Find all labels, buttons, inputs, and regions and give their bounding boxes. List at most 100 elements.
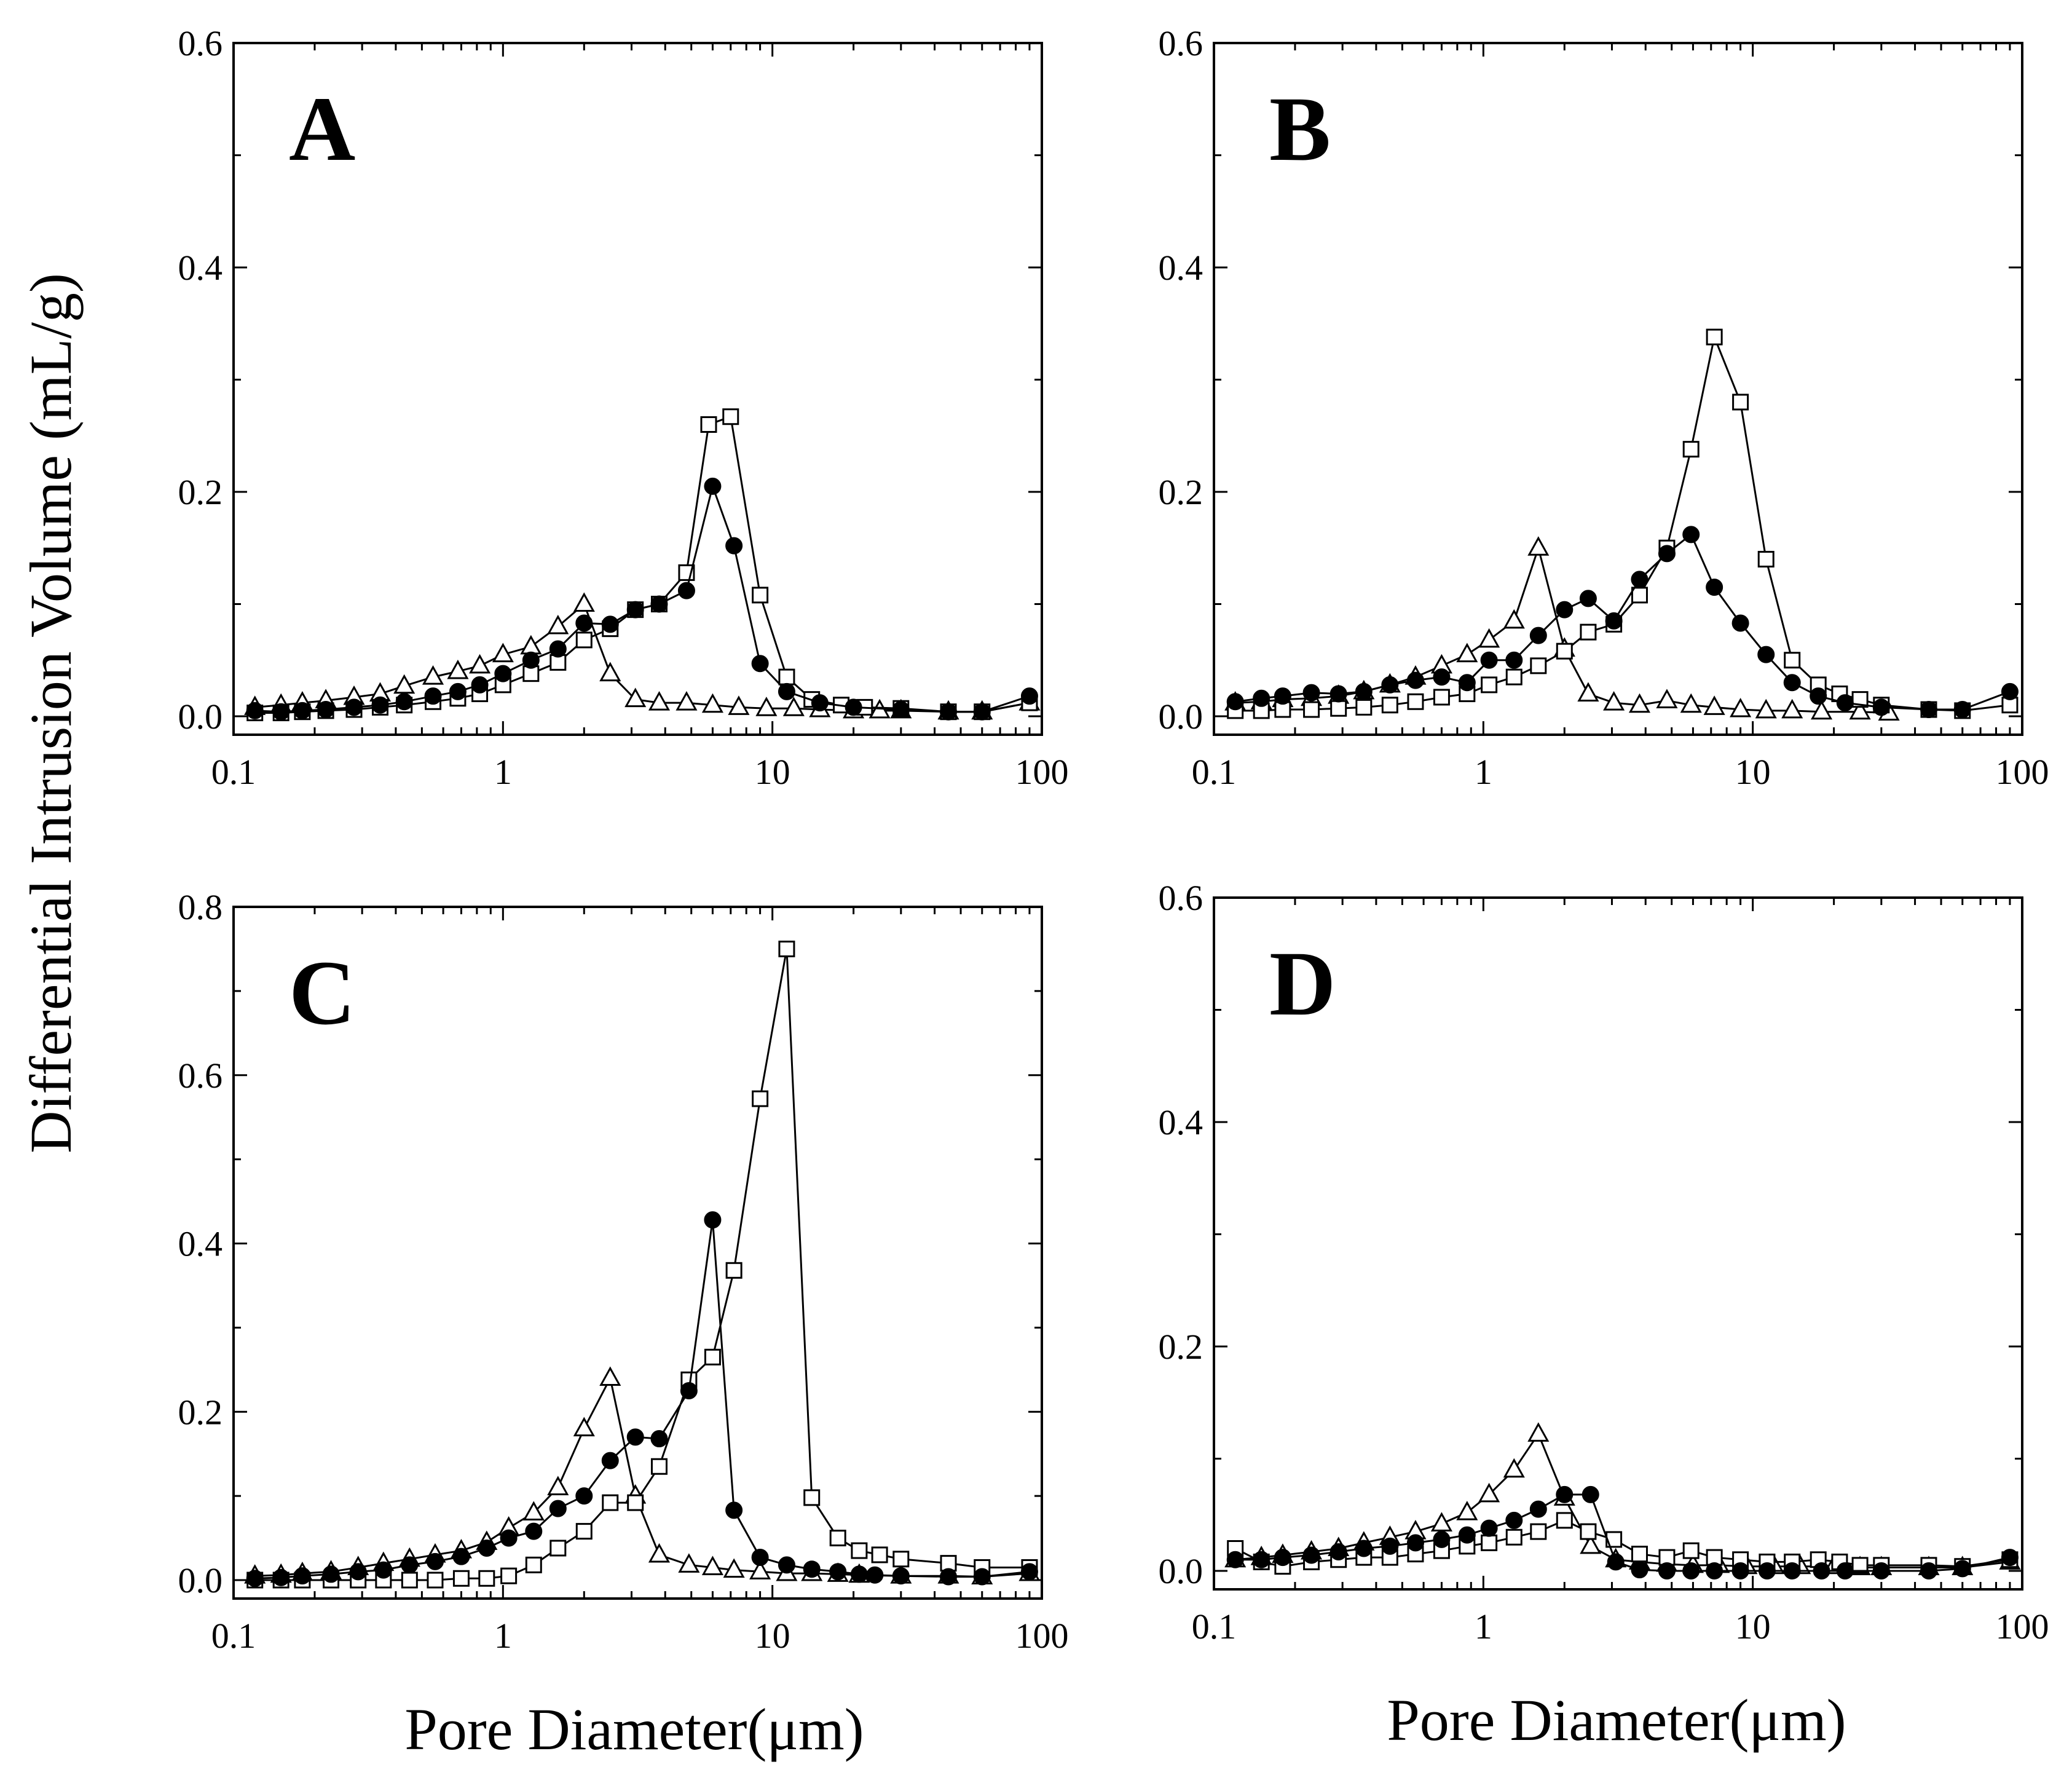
x-tick-label: 100: [1996, 1607, 2049, 1647]
data-point: [939, 703, 957, 721]
x-tick-label: 100: [1996, 752, 2049, 792]
data-point: [1226, 693, 1244, 711]
data-point: [778, 940, 795, 957]
data-point: [1406, 671, 1424, 689]
data-point: [573, 592, 595, 612]
data-point: [1556, 642, 1573, 660]
data-point: [1456, 642, 1478, 663]
x-tick-label: 1: [494, 752, 512, 792]
data-point: [1527, 536, 1550, 556]
series-circle-filled: [246, 477, 1038, 721]
data-point: [723, 1558, 745, 1578]
y-tick-label: 0.4: [1159, 248, 1203, 288]
data-point: [525, 1522, 543, 1540]
panel-c: 0.1 1 10 100 0.0 0.2 0.4 0.6 0.8 C: [178, 887, 1069, 1656]
data-point: [1530, 1523, 1547, 1540]
data-point: [1836, 694, 1854, 712]
panel-letter: C: [289, 942, 355, 1044]
x-tick-label: 0.1: [211, 1616, 256, 1656]
data-point: [701, 693, 723, 713]
data-point: [500, 1529, 518, 1547]
x-tick-label: 0.1: [1192, 752, 1237, 792]
data-point: [1811, 700, 1833, 720]
data-point: [626, 601, 644, 619]
data-point: [1355, 682, 1373, 700]
data-point: [1577, 682, 1599, 702]
data-point: [246, 702, 264, 719]
data-point: [1755, 698, 1777, 719]
data-point: [447, 659, 469, 679]
panel-letter: B: [1269, 78, 1331, 180]
data-point: [1781, 698, 1803, 719]
data-point: [547, 1476, 569, 1495]
data-point: [1478, 628, 1500, 648]
y-axis-title: Differential Intrusion Volume (mL/g): [18, 273, 84, 1153]
data-point: [1505, 1511, 1523, 1529]
y-tick-label: 0.0: [1159, 697, 1203, 737]
y-tick-label: 0.2: [1159, 472, 1203, 512]
data-point: [1836, 1562, 1854, 1579]
data-point: [395, 693, 413, 711]
x-tick-label: 10: [1735, 1607, 1771, 1647]
data-point: [1730, 697, 1752, 718]
data-point: [725, 1262, 743, 1279]
series-square-open: [1227, 328, 2019, 719]
data-point: [829, 1530, 846, 1547]
data-point: [401, 1556, 419, 1574]
data-point: [371, 696, 389, 714]
data-point: [575, 1523, 593, 1540]
data-point: [1433, 1530, 1451, 1548]
y-tick-label: 0.8: [178, 887, 223, 927]
data-point: [627, 1494, 644, 1511]
data-point: [1329, 1543, 1347, 1560]
data-point: [725, 537, 743, 555]
data-point: [1872, 1562, 1890, 1579]
data-point: [522, 651, 540, 669]
data-point: [272, 703, 290, 721]
data-point: [1355, 1540, 1373, 1557]
data-point: [1757, 551, 1775, 567]
data-point: [494, 665, 512, 682]
data-point: [1433, 668, 1451, 686]
data-point: [749, 1560, 771, 1579]
data-point: [449, 682, 467, 700]
data-point: [1810, 687, 1827, 705]
x-tick-label: 1: [494, 1616, 512, 1656]
data-point: [478, 1570, 495, 1587]
data-point: [1329, 685, 1347, 703]
y-tick-label: 0.2: [178, 1392, 223, 1432]
data-point: [701, 1556, 723, 1575]
data-point: [1706, 328, 1723, 346]
data-point: [522, 1501, 545, 1520]
y-tick-label: 0.4: [1159, 1102, 1203, 1142]
data-point: [422, 665, 444, 685]
y-tick-label: 0.0: [178, 697, 223, 737]
x-tick-label: 0.1: [1192, 1607, 1237, 1647]
data-point: [650, 595, 668, 613]
data-point: [1920, 701, 1937, 719]
data-point: [725, 1501, 743, 1519]
data-point: [601, 615, 619, 633]
data-point: [1274, 687, 1291, 705]
data-point: [1556, 1512, 1573, 1529]
data-point: [1302, 1546, 1320, 1564]
data-point: [469, 654, 491, 674]
data-point: [492, 642, 514, 663]
data-point: [1381, 676, 1399, 694]
plot-frame: [1213, 896, 2023, 1591]
panel-d: 0.1 1 10 100 0.0 0.2 0.4 0.6 D: [1159, 878, 2049, 1647]
data-point: [1556, 1485, 1574, 1503]
panel-a: 0.1 1 10 100 0.0 0.2 0.4 0.6 A: [178, 23, 1069, 792]
data-point: [1682, 441, 1700, 458]
data-point: [1433, 689, 1450, 706]
data-point: [1680, 693, 1702, 713]
data-point: [1505, 651, 1523, 669]
data-point: [751, 1549, 769, 1567]
data-point: [851, 1542, 868, 1559]
data-point: [624, 687, 647, 708]
data-point: [599, 1366, 621, 1386]
data-point: [677, 582, 695, 599]
data-point: [1783, 674, 1801, 692]
data-point: [728, 695, 750, 715]
data-point: [601, 1452, 619, 1469]
